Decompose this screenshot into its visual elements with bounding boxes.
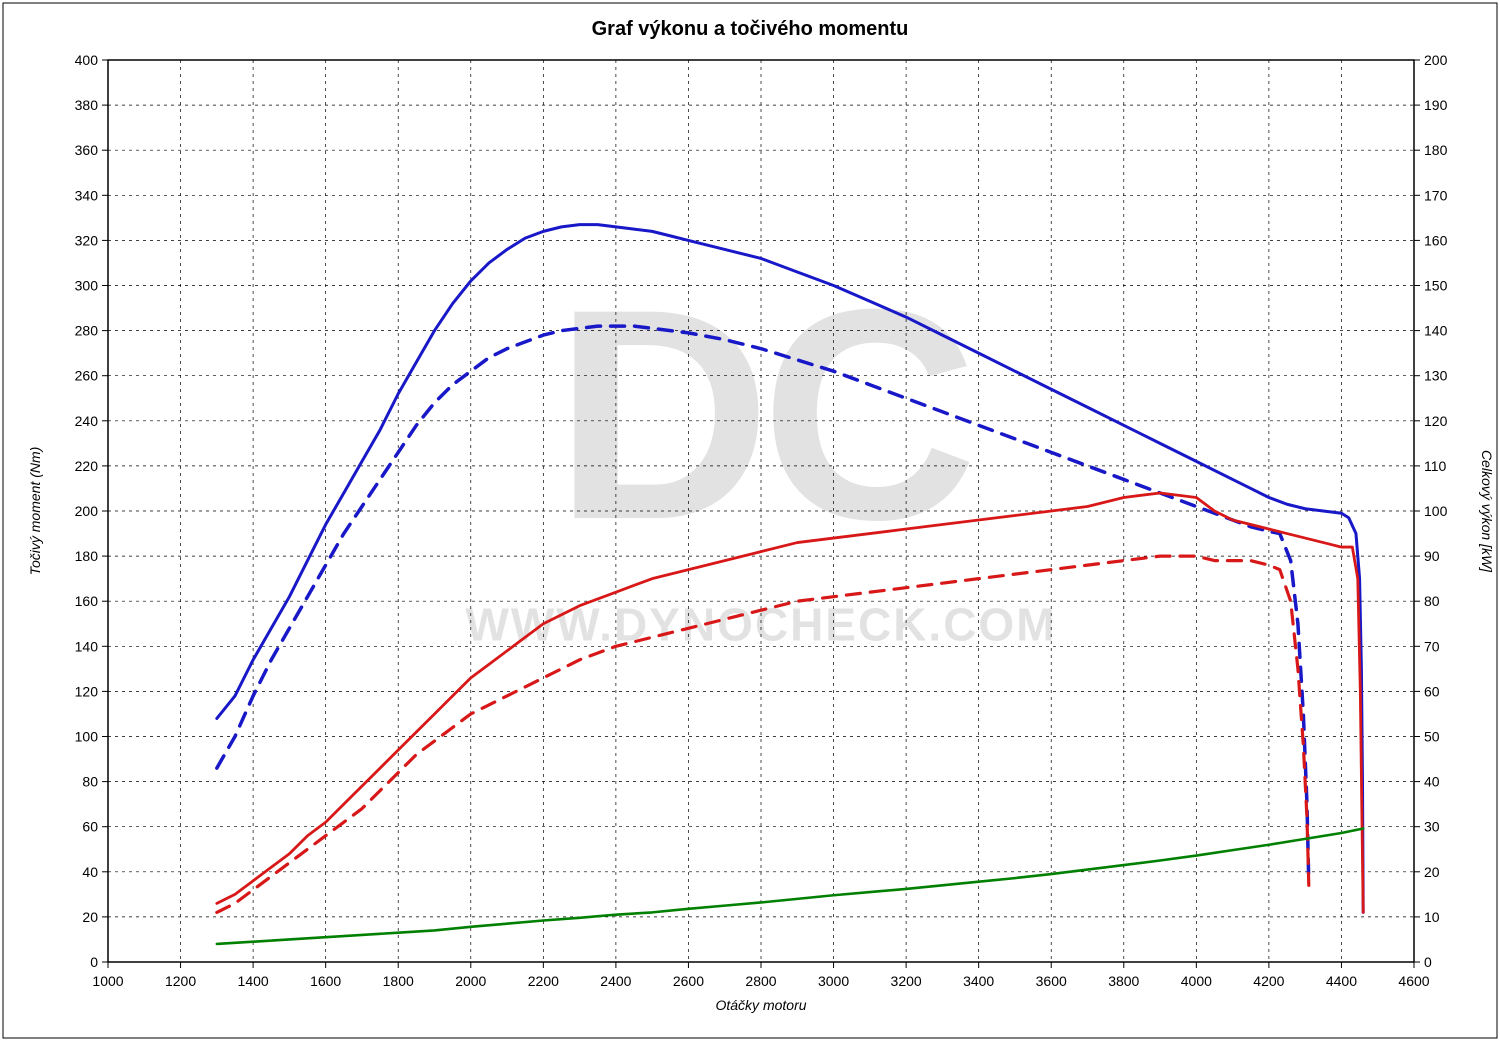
x-tick-label: 2400 <box>600 973 631 989</box>
chart-title: Graf výkonu a točivého momentu <box>592 18 909 40</box>
x-tick-label: 4000 <box>1181 973 1212 989</box>
yl-tick-label: 40 <box>82 864 98 880</box>
yr-tick-label: 110 <box>1424 458 1447 474</box>
yr-tick-label: 190 <box>1424 97 1448 113</box>
yl-tick-label: 20 <box>82 909 98 925</box>
yl-tick-label: 340 <box>75 187 99 203</box>
x-tick-label: 1200 <box>165 973 196 989</box>
yr-tick-label: 0 <box>1424 954 1432 970</box>
yr-tick-label: 10 <box>1424 909 1440 925</box>
x-axis-label: Otáčky motoru <box>715 997 806 1013</box>
yr-tick-label: 130 <box>1424 368 1448 384</box>
yl-tick-label: 200 <box>75 503 99 519</box>
yr-tick-label: 160 <box>1424 232 1448 248</box>
x-tick-label: 2000 <box>455 973 486 989</box>
x-tick-label: 2200 <box>528 973 559 989</box>
yl-tick-label: 0 <box>90 954 98 970</box>
yl-tick-label: 60 <box>82 819 98 835</box>
yr-tick-label: 70 <box>1424 638 1440 654</box>
yl-tick-label: 260 <box>75 368 99 384</box>
yr-tick-label: 80 <box>1424 593 1440 609</box>
yl-tick-label: 100 <box>75 729 99 745</box>
yr-tick-label: 150 <box>1424 278 1448 294</box>
y-right-label: Celkový výkon [kW] <box>1479 450 1495 573</box>
series-power-dashed <box>217 556 1309 912</box>
yr-tick-label: 50 <box>1424 729 1440 745</box>
chart-svg: Graf výkonu a točivého momentu DCWWW.DYNO… <box>0 0 1500 1041</box>
yl-tick-label: 360 <box>75 142 99 158</box>
yl-tick-label: 120 <box>75 683 99 699</box>
yr-tick-label: 40 <box>1424 774 1440 790</box>
y-left-label: Točivý moment (Nm) <box>27 447 43 576</box>
x-tick-label: 2800 <box>745 973 776 989</box>
yl-tick-label: 300 <box>75 278 99 294</box>
plot-area: DCWWW.DYNOCHECK.COM <box>108 60 1414 962</box>
yr-tick-label: 200 <box>1424 52 1448 68</box>
yr-tick-label: 90 <box>1424 548 1440 564</box>
yr-tick-label: 140 <box>1424 323 1448 339</box>
yl-tick-label: 320 <box>75 232 99 248</box>
x-tick-label: 3800 <box>1108 973 1139 989</box>
watermark-dc: DC <box>554 246 972 582</box>
yl-tick-label: 160 <box>75 593 99 609</box>
yr-tick-label: 120 <box>1424 413 1448 429</box>
yr-tick-label: 100 <box>1424 503 1448 519</box>
series-loss-line <box>217 829 1363 944</box>
x-tick-label: 3000 <box>818 973 849 989</box>
x-tick-label: 3600 <box>1036 973 1067 989</box>
yl-tick-label: 180 <box>75 548 99 564</box>
yr-tick-label: 170 <box>1424 187 1448 203</box>
x-tick-label: 1000 <box>92 973 123 989</box>
yr-tick-label: 20 <box>1424 864 1440 880</box>
yr-tick-label: 30 <box>1424 819 1440 835</box>
yl-tick-label: 220 <box>75 458 99 474</box>
x-tick-label: 1600 <box>310 973 341 989</box>
x-tick-label: 2600 <box>673 973 704 989</box>
yr-tick-label: 60 <box>1424 683 1440 699</box>
yl-tick-label: 380 <box>75 97 99 113</box>
x-tick-label: 4200 <box>1253 973 1284 989</box>
yl-tick-label: 240 <box>75 413 99 429</box>
yl-tick-label: 140 <box>75 638 99 654</box>
x-tick-label: 1400 <box>238 973 269 989</box>
yl-tick-label: 400 <box>75 52 99 68</box>
x-tick-label: 3200 <box>891 973 922 989</box>
dyno-chart: Graf výkonu a točivého momentu DCWWW.DYNO… <box>0 0 1500 1041</box>
x-tick-label: 4600 <box>1398 973 1429 989</box>
x-tick-label: 4400 <box>1326 973 1357 989</box>
x-tick-label: 3400 <box>963 973 994 989</box>
yr-tick-label: 180 <box>1424 142 1448 158</box>
x-tick-label: 1800 <box>383 973 414 989</box>
yl-tick-label: 280 <box>75 323 99 339</box>
yl-tick-label: 80 <box>82 774 98 790</box>
